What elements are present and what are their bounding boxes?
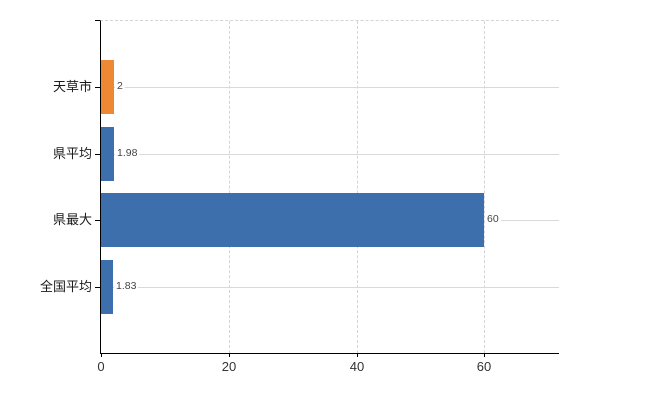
category-label-3: 全国平均 (39, 279, 92, 294)
x-tick-label-20: 20 (221, 359, 237, 374)
bar-1[interactable] (101, 127, 114, 181)
y-axis-tick-2 (95, 220, 100, 221)
category-label-0: 天草市 (52, 79, 92, 94)
bar-value-label-0: 2 (115, 80, 125, 93)
bar-3[interactable] (101, 260, 113, 314)
x-axis-tick-20 (229, 353, 230, 357)
x-axis-tick-0 (101, 353, 102, 357)
bar-value-label-3: 1.83 (114, 280, 139, 293)
x-axis-tick-60 (484, 353, 485, 357)
category-gridline-3 (101, 287, 559, 288)
plot-area: 2 1.98 60 1.83 (95, 20, 559, 354)
category-gridline-0 (101, 87, 559, 88)
bar-value-label-1: 1.98 (115, 147, 140, 160)
x-gridline-40 (357, 21, 358, 353)
bar-2[interactable] (101, 193, 484, 247)
category-label-2: 県最大 (52, 212, 92, 227)
y-axis-tick-0 (95, 87, 100, 88)
x-tick-label-0: 0 (97, 359, 105, 374)
category-label-1: 県平均 (52, 146, 92, 161)
category-gridline-1 (101, 154, 559, 155)
x-gridline-60 (484, 21, 485, 353)
x-tick-label-40: 40 (349, 359, 365, 374)
y-axis-tick-3 (95, 287, 100, 288)
x-axis-tick-40 (357, 353, 358, 357)
x-tick-label-60: 60 (476, 359, 492, 374)
x-gridline-20 (229, 21, 230, 353)
bar-value-label-2: 60 (485, 213, 501, 226)
y-axis-tick-1 (95, 154, 100, 155)
bar-0[interactable] (101, 60, 114, 114)
y-axis-top-tick (95, 20, 100, 21)
